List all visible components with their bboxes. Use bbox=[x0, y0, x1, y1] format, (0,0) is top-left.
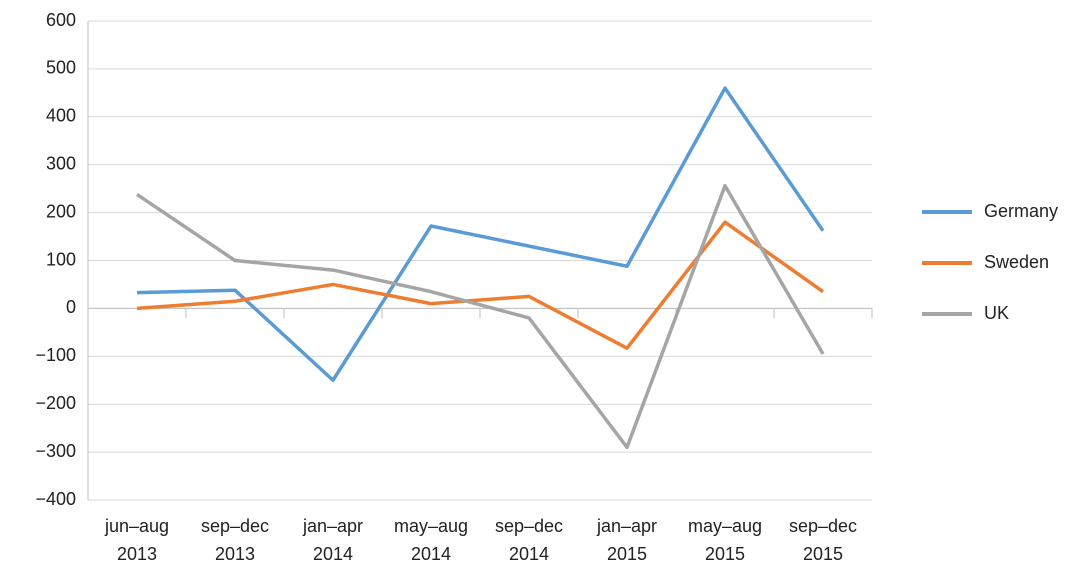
line-series bbox=[136, 86, 825, 382]
x-tick-label: jan–apr 2014 bbox=[302, 516, 364, 564]
y-tick-label: −200 bbox=[35, 393, 76, 413]
line-series bbox=[136, 220, 825, 350]
y-tick-label: 400 bbox=[46, 106, 76, 126]
line-series bbox=[136, 184, 825, 450]
y-tick-label: −400 bbox=[35, 489, 76, 509]
x-tick-label: jan–apr 2015 bbox=[596, 516, 658, 564]
y-tick-label: −300 bbox=[35, 441, 76, 461]
x-tick-label: sep–dec 2013 bbox=[200, 516, 270, 564]
y-tick-label: 100 bbox=[46, 249, 76, 269]
x-tick-label: may–aug 2014 bbox=[393, 516, 469, 564]
x-tick-label: sep–dec 2015 bbox=[788, 516, 858, 564]
y-tick-label: −100 bbox=[35, 345, 76, 365]
x-tick-label: may–aug 2015 bbox=[687, 516, 763, 564]
y-tick-label: 300 bbox=[46, 153, 76, 173]
y-tick-label: 200 bbox=[46, 201, 76, 221]
x-tick-label: jun–aug 2013 bbox=[104, 516, 170, 564]
y-tick-label: 600 bbox=[46, 10, 76, 30]
legend-label: Germany bbox=[984, 201, 1058, 221]
x-tick-label: sep–dec 2014 bbox=[494, 516, 564, 564]
legend-label: Sweden bbox=[984, 252, 1049, 272]
legend-label: UK bbox=[984, 303, 1009, 323]
y-tick-label: 500 bbox=[46, 58, 76, 78]
y-tick-label: 0 bbox=[66, 297, 76, 317]
